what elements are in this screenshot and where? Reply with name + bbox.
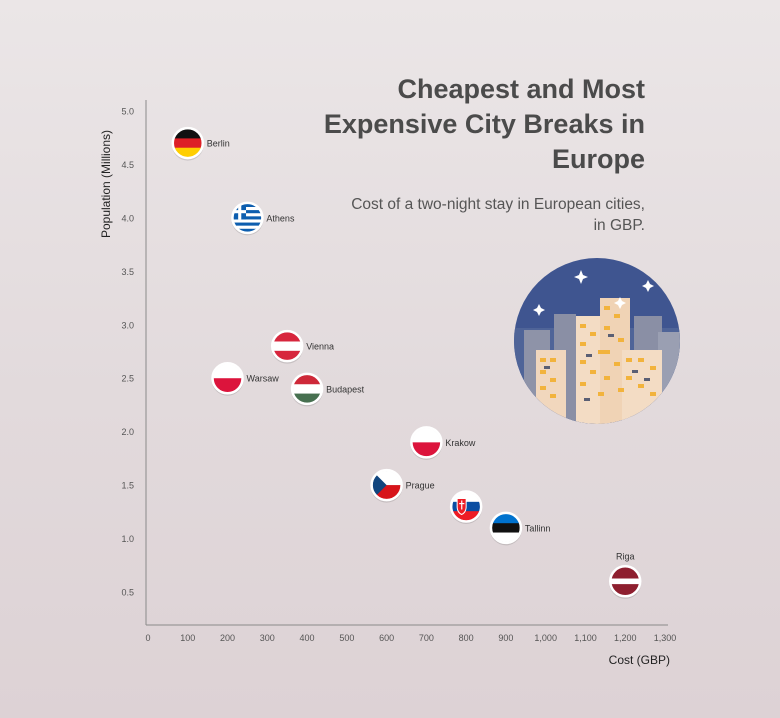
- x-tick-label: 400: [300, 633, 315, 643]
- point-label: Riga: [616, 551, 635, 561]
- data-point: Warsaw: [211, 361, 280, 396]
- data-point: Athens: [231, 201, 295, 236]
- austria-flag: [270, 329, 304, 363]
- greece-flag: [231, 201, 264, 235]
- data-point: Riga: [608, 551, 642, 599]
- point-label: Budapest: [326, 384, 365, 394]
- data-point: Prague: [370, 468, 435, 503]
- x-tick-label: 1,100: [574, 633, 597, 643]
- x-tick-label: 1,300: [654, 633, 677, 643]
- y-tick-label: 3.0: [121, 320, 134, 330]
- y-tick-label: 2.5: [121, 374, 134, 384]
- x-tick-label: 600: [379, 633, 394, 643]
- data-point: [449, 490, 483, 524]
- y-tick-labels: 5.0 4.5 4.0 3.5 3.0 2.5 2.0 1.5 1.0 0.5: [121, 107, 134, 598]
- y-tick-label: 3.5: [121, 267, 134, 277]
- chart-title: Cheapest and Most Expensive City Breaks …: [323, 74, 645, 174]
- data-point: Budapest: [290, 372, 365, 407]
- x-tick-label: 800: [459, 633, 474, 643]
- point-label: Tallinn: [525, 523, 551, 533]
- poland-flag: [410, 426, 443, 459]
- point-label: Athens: [266, 213, 295, 223]
- y-tick-label: 4.5: [121, 160, 134, 170]
- latvia-flag: [608, 565, 642, 598]
- x-tick-label: 900: [498, 633, 513, 643]
- star-icons: [533, 270, 654, 316]
- x-tick-label: 700: [419, 633, 434, 643]
- y-tick-label: 1.0: [121, 534, 134, 544]
- x-tick-label: 300: [260, 633, 275, 643]
- slovakia-flag: [449, 490, 483, 523]
- data-point: Berlin: [171, 126, 230, 161]
- germany-flag: [171, 126, 205, 160]
- x-tick-label: 1,200: [614, 633, 637, 643]
- point-label: Krakow: [445, 438, 476, 448]
- x-tick-label: 0: [145, 633, 150, 643]
- y-tick-label: 2.0: [121, 427, 134, 437]
- hungary-flag: [290, 372, 324, 406]
- x-tick-label: 100: [180, 633, 195, 643]
- point-label: Berlin: [207, 139, 230, 149]
- y-tick-label: 4.0: [121, 213, 134, 223]
- data-point: Tallinn: [489, 511, 551, 546]
- y-tick-label: 0.5: [121, 588, 134, 598]
- data-point: Krakow: [410, 426, 476, 460]
- czech-flag: [370, 468, 403, 502]
- x-tick-label: 1,000: [534, 633, 557, 643]
- y-axis-label: Population (Millions): [99, 130, 113, 238]
- y-tick-label: 1.5: [121, 481, 134, 491]
- point-label: Warsaw: [247, 374, 280, 384]
- x-tick-label: 200: [220, 633, 235, 643]
- x-tick-label: 500: [339, 633, 354, 643]
- point-label: Prague: [406, 481, 435, 491]
- city-skyline-illustration: [514, 258, 680, 424]
- poland-flag: [211, 361, 244, 395]
- y-tick-label: 5.0: [121, 107, 134, 117]
- x-tick-labels: 0 100 200 300 400 500 600 700 800 900 1,000 1,100 1,…: [145, 633, 676, 643]
- data-points: Berlin Athens Vienna Warsaw Budapest Krakow Pr…: [171, 126, 642, 599]
- estonia-flag: [489, 511, 523, 545]
- chart-subtitle: Cost of a two-night stay in European cit…: [351, 196, 645, 234]
- x-axis-label: Cost (GBP): [609, 653, 670, 667]
- data-point: Vienna: [270, 329, 334, 364]
- point-label: Vienna: [306, 342, 334, 352]
